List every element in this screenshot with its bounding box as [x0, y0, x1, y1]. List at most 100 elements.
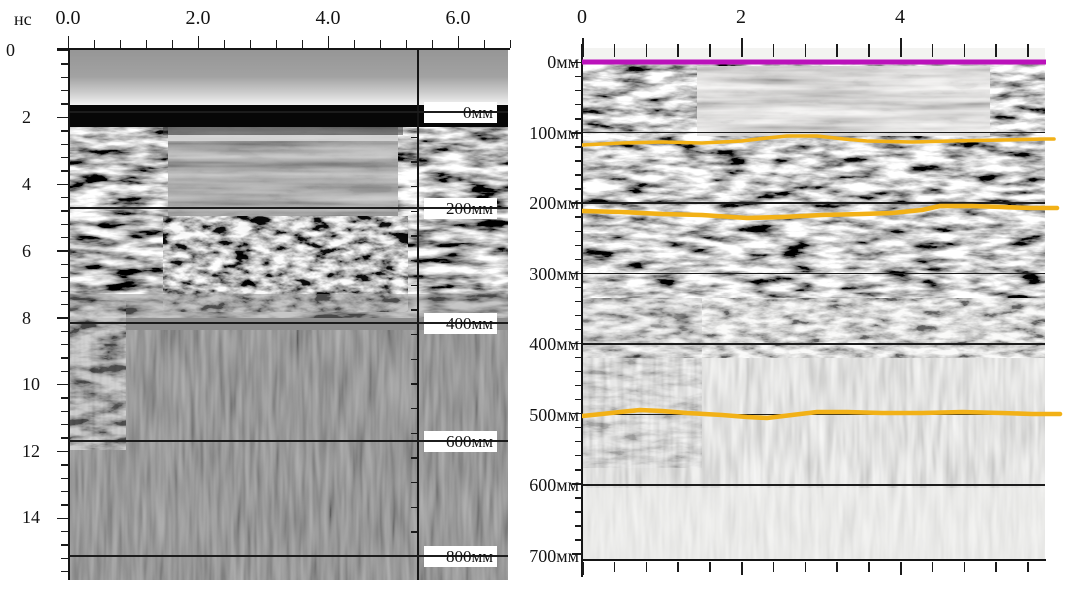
left-time-axis-tick	[61, 63, 68, 65]
left-time-axis-label: 8	[22, 308, 31, 328]
right-depth-axis-tick	[575, 76, 582, 78]
radargram-left-texture	[68, 48, 508, 580]
right-bottom-axis-tick	[868, 562, 870, 572]
right-depth-axis-tick	[572, 483, 582, 485]
left-time-axis-tick	[61, 571, 68, 573]
left-top-axis-tick	[510, 40, 512, 48]
left-depth-axis-tick	[411, 112, 417, 114]
left-top-axis-tick	[354, 40, 356, 48]
left-depth-axis-tick	[411, 161, 417, 163]
left-time-axis-tick	[61, 504, 68, 506]
left-time-axis-line	[68, 48, 70, 580]
right-depth-label: 700мм	[529, 545, 579, 566]
right-depth-axis-tick	[575, 455, 582, 457]
left-top-axis-tick	[328, 36, 330, 48]
right-depth-axis-tick	[575, 328, 582, 331]
right-top-axis-tick	[868, 44, 870, 57]
right-depth-axis-tick	[575, 384, 582, 387]
right-bottom-axis-tick	[963, 562, 966, 572]
right-top-axis-tick	[582, 38, 584, 57]
right-top-axis-label: 4	[895, 6, 905, 28]
right-bottom-axis-tick	[582, 562, 584, 575]
left-depth-label: 0мм	[462, 102, 493, 122]
right-bottom-axis-tick	[836, 562, 838, 572]
left-time-axis-tick	[61, 90, 68, 92]
right-depth-axis-tick	[575, 399, 582, 401]
right-depth-axis-tick	[575, 230, 582, 232]
right-depth-axis-tick	[575, 511, 582, 513]
left-time-axis-tick	[61, 156, 68, 159]
right-top-axis-label: 2	[736, 6, 746, 28]
left-time-axis-tick	[61, 130, 68, 132]
left-depth-label: 200мм	[445, 198, 493, 218]
left-time-axis-tick	[61, 143, 68, 145]
right-bottom-axis-tick	[645, 562, 648, 572]
right-top-axis-tick	[900, 38, 902, 57]
right-depth-axis-tick	[572, 132, 582, 134]
left-top-axis-tick	[198, 36, 200, 48]
left-time-axis-tick	[61, 544, 68, 546]
right-top-axis-tick	[645, 44, 648, 57]
horizon-line-3	[582, 407, 1063, 421]
right-depth-axis-tick	[575, 104, 582, 106]
left-top-axis-label: 6.0	[445, 7, 471, 29]
left-time-axis-tick	[61, 170, 68, 172]
left-top-axis-tick	[146, 40, 148, 48]
right-depth-axis-tick	[575, 314, 582, 317]
left-top-axis-label: 2.0	[185, 7, 211, 29]
left-time-axis-tick	[57, 116, 68, 119]
right-depth-label: 600мм	[529, 475, 579, 495]
left-time-axis-tick	[61, 237, 68, 239]
right-depth-axis-tick	[575, 160, 582, 162]
right-depth-axis-tick	[575, 525, 582, 527]
right-top-axis-label: 0	[577, 6, 587, 28]
right-depth-gridline	[583, 202, 1045, 204]
right-depth-axis-tick	[575, 469, 582, 471]
right-depth-axis-tick	[575, 216, 582, 218]
horizon-line-1	[582, 134, 1056, 147]
right-depth-axis-tick	[572, 272, 582, 274]
left-time-axis-label: 14	[22, 507, 40, 527]
left-time-axis-label: 2	[22, 107, 31, 127]
left-top-axis-tick	[406, 40, 408, 48]
right-bottom-axis-tick	[804, 562, 807, 572]
left-top-axis-tick	[302, 40, 304, 48]
left-depth-label: 800мм	[445, 546, 493, 566]
right-bottom-axis-tick	[709, 562, 711, 572]
right-bottom-axis-tick	[995, 562, 997, 572]
left-depth-axis-tick	[411, 457, 417, 459]
left-time-axis-tick	[61, 277, 68, 279]
right-bottom-axis-tick	[900, 562, 902, 575]
left-time-axis-tick	[57, 250, 68, 252]
right-depth-axis-tick	[575, 174, 582, 176]
left-time-axis-tick	[61, 290, 68, 292]
left-time-axis-tick	[57, 517, 68, 519]
right-bottom-axis-tick	[613, 562, 616, 572]
left-time-axis-tick	[57, 183, 68, 185]
right-depth-axis-tick	[572, 553, 582, 555]
left-time-axis-tick	[61, 357, 68, 359]
left-depth-axis-tick	[411, 309, 417, 311]
left-top-axis-tick	[224, 40, 226, 48]
left-time-axis-tick	[57, 450, 68, 453]
right-depth-axis-tick	[572, 202, 582, 204]
left-top-axis-tick	[484, 40, 486, 48]
right-depth-label: 500мм	[529, 404, 579, 425]
right-top-axis-tick	[741, 38, 743, 57]
right-depth-axis-tick	[575, 497, 582, 499]
left-time-axis-tick	[61, 197, 68, 199]
right-depth-label: 300мм	[529, 263, 579, 284]
left-depth-axis-tick	[411, 334, 417, 336]
horizon-line-2	[582, 203, 1060, 221]
right-top-axis-tick	[613, 44, 616, 57]
left-depth-axis-tick	[411, 506, 417, 509]
right-depth-axis-tick	[575, 188, 582, 190]
left-top-axis-tick	[68, 36, 70, 48]
left-time-axis-tick	[61, 370, 68, 372]
left-time-axis-tick	[61, 303, 68, 306]
right-top-axis-tick	[836, 44, 838, 57]
left-depth-axis-tick	[411, 531, 417, 533]
left-depth-axis-tick	[411, 210, 417, 213]
left-depth-axis-tick	[411, 383, 417, 385]
